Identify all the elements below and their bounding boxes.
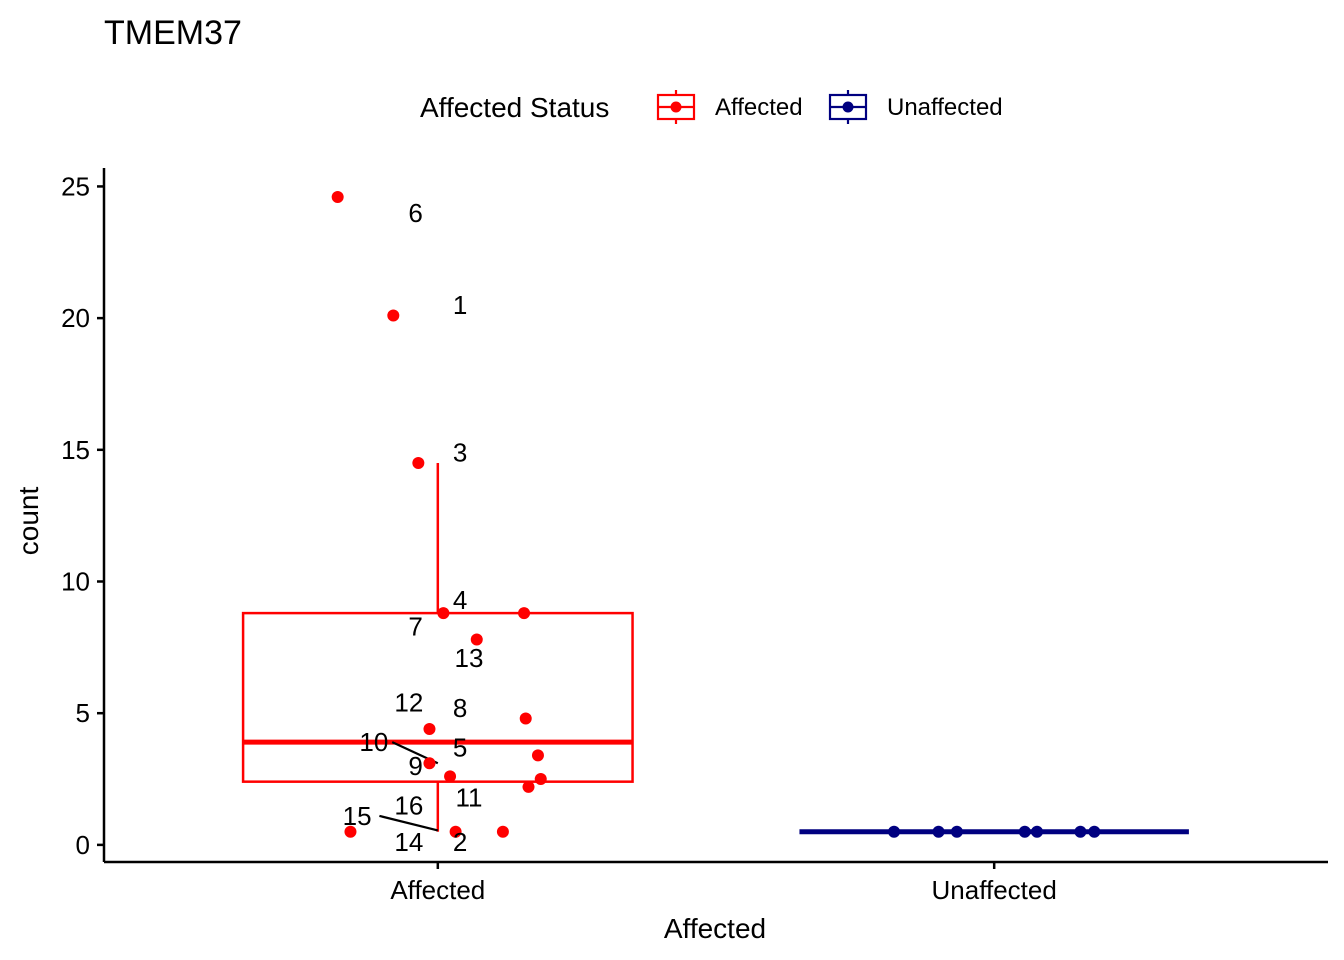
point-label: 13 xyxy=(455,643,484,673)
data-point xyxy=(423,757,436,770)
legend-entry: Affected xyxy=(656,90,803,124)
legend-key-point xyxy=(842,101,854,113)
point-label: 16 xyxy=(394,790,423,820)
legend-label: Unaffected xyxy=(887,94,1003,121)
point-label: 5 xyxy=(453,732,467,762)
data-point xyxy=(496,825,509,838)
point-label: 12 xyxy=(394,688,423,718)
data-point xyxy=(470,633,483,646)
point-label: 9 xyxy=(408,751,422,781)
y-tick-label: 0 xyxy=(76,830,90,860)
data-point xyxy=(449,825,462,838)
data-point xyxy=(1088,825,1101,838)
legend: Affected Status Affected Unaffected xyxy=(420,90,1003,124)
data-point xyxy=(932,825,945,838)
x-tick-label: Affected xyxy=(390,875,485,905)
data-point xyxy=(444,770,457,783)
point-label: 8 xyxy=(453,693,467,723)
boxes xyxy=(241,462,1189,835)
data-point xyxy=(1031,825,1044,838)
data-point xyxy=(331,190,344,203)
data-point xyxy=(519,712,532,725)
x-tick-label: Unaffected xyxy=(932,875,1057,905)
y-axis: 0 5 10 15 20 25 xyxy=(61,168,106,862)
data-point xyxy=(531,749,544,762)
point-label: 4 xyxy=(453,585,467,615)
data-point xyxy=(344,825,357,838)
data-point xyxy=(1018,825,1031,838)
point-label: 14 xyxy=(394,827,423,857)
y-tick-label: 20 xyxy=(61,303,90,333)
data-point xyxy=(423,722,436,735)
y-tick-label: 5 xyxy=(76,698,90,728)
x-axis-title: Affected xyxy=(664,913,766,944)
data-point xyxy=(412,456,425,469)
y-tick-label: 25 xyxy=(61,171,90,201)
label-connector xyxy=(379,814,439,832)
y-tick-label: 15 xyxy=(61,435,90,465)
point-label: 7 xyxy=(408,611,422,641)
legend-entry: Unaffected xyxy=(828,90,1003,124)
point-label: 1 xyxy=(453,290,467,320)
data-points xyxy=(331,190,1101,838)
data-point xyxy=(950,825,963,838)
data-point xyxy=(534,773,547,786)
point-label: 6 xyxy=(408,198,422,228)
data-point xyxy=(888,825,901,838)
y-axis-title: count xyxy=(13,487,44,556)
box-iqr xyxy=(241,611,634,783)
x-axis: Affected Unaffected xyxy=(104,860,1328,905)
legend-key-point xyxy=(670,101,682,113)
legend-title: Affected Status xyxy=(420,92,609,123)
data-point xyxy=(522,780,535,793)
data-point xyxy=(518,607,531,620)
point-label: 11 xyxy=(455,782,482,812)
chart-title: TMEM37 xyxy=(104,14,242,52)
point-label: 15 xyxy=(343,801,372,831)
data-point xyxy=(1074,825,1087,838)
box-affected xyxy=(241,462,634,832)
point-label: 3 xyxy=(453,437,467,467)
point-label: 2 xyxy=(453,827,467,857)
y-tick-label: 10 xyxy=(61,567,90,597)
point-label: 10 xyxy=(359,727,388,757)
data-point xyxy=(387,309,400,322)
data-point xyxy=(437,607,450,620)
legend-label: Affected xyxy=(715,94,803,121)
